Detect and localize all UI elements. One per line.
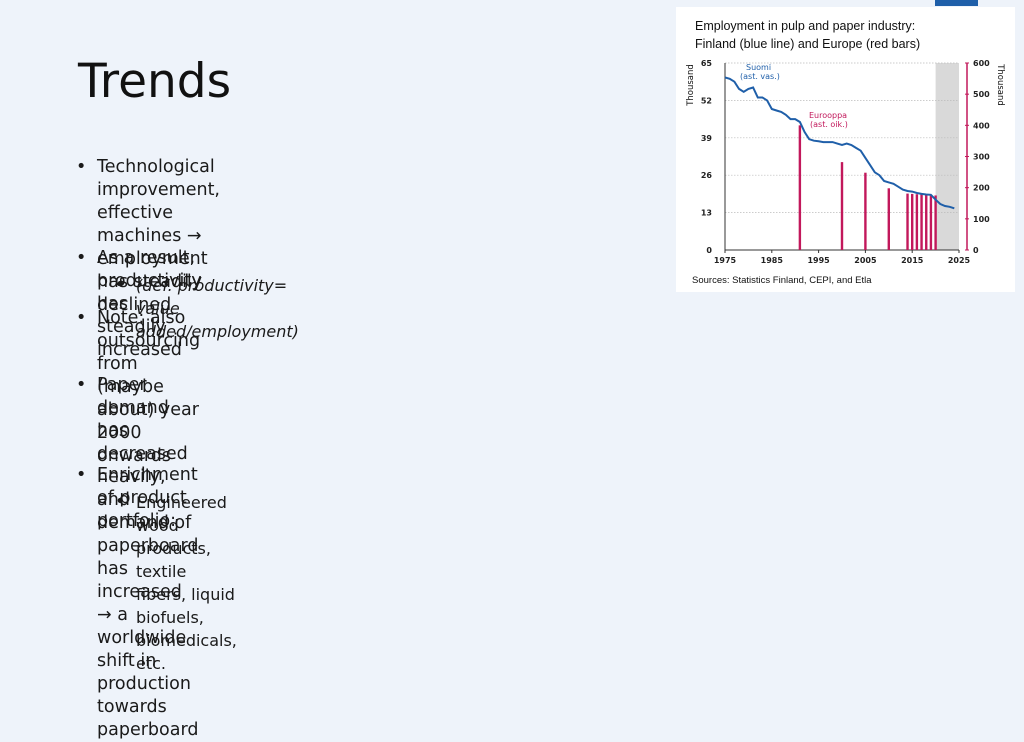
europe-bar <box>840 162 844 250</box>
x-tick-label: 1995 <box>807 256 830 265</box>
y-right-axis-label: Thousand <box>995 63 1005 106</box>
bullet-text-line: Enrichment of product portfolio: <box>97 465 198 531</box>
y-right-tick-label: 0 <box>973 246 979 255</box>
europe-bar <box>887 188 890 250</box>
y-left-tick-label: 13 <box>701 209 712 218</box>
y-left-tick-label: 0 <box>706 246 712 255</box>
chart-caption-line: Employment in pulp and paper industry: <box>695 19 916 33</box>
sub-bullet-text: (def. productivity= value added/employme… <box>136 276 299 341</box>
x-tick-label: 1975 <box>714 256 737 265</box>
y-right-tick-label: 100 <box>973 215 990 224</box>
series-label-suomi: Suomi <box>746 63 771 72</box>
series-label-eurooppa: Eurooppa <box>809 111 847 120</box>
bullet-dot: • <box>76 375 87 395</box>
y-left-tick-label: 65 <box>701 59 713 68</box>
employment-chart: 0 13 26 39 52 65 0 100 200 300 400 500 600 1975 1985 19… <box>686 59 1005 265</box>
forecast-shade <box>935 63 959 250</box>
series-sublabel-eurooppa: (ast. oik.) <box>810 120 848 129</box>
europe-bar <box>864 172 867 250</box>
europe-bar <box>915 194 919 250</box>
bullet-text-line: As a result, productivity has steadily i… <box>97 248 202 360</box>
series-sublabel-suomi: (ast. vas.) <box>740 72 780 81</box>
x-tick-label: 2015 <box>901 256 924 265</box>
europe-bar <box>929 195 933 250</box>
bullet-dot: • <box>76 308 87 328</box>
bullet-dot: • <box>76 157 87 177</box>
y-left-tick-label: 26 <box>701 171 713 180</box>
y-left-tick-label: 39 <box>701 134 713 143</box>
slide-title: Trends <box>78 54 232 109</box>
bullet-dot: • <box>115 275 126 295</box>
x-tick-label: 2005 <box>854 256 877 265</box>
x-tick-label: 2025 <box>948 256 971 265</box>
y-left-axis-label: Thousand <box>686 64 696 107</box>
europe-bar <box>906 193 909 250</box>
europe-bar <box>911 193 914 250</box>
bullet-dot: • <box>115 492 126 512</box>
y-left-tick-label: 52 <box>701 96 712 105</box>
y-right-tick-label: 400 <box>973 121 990 130</box>
accent-bar <box>935 0 978 6</box>
bullet-dot: • <box>76 465 87 485</box>
y-right-tick-label: 300 <box>973 153 990 162</box>
chart-source: Sources: Statistics Finland, CEPI, and E… <box>692 275 872 286</box>
bullet-text-line: employment has steadily declined <box>97 249 208 315</box>
bullet-text-line: Note: also outsourcing from (maybe about… <box>97 308 201 466</box>
x-tick-label: 1985 <box>761 256 784 265</box>
chart-caption: Employment in pulp and paper industry: F… <box>695 17 920 53</box>
bullet-dot: • <box>76 248 87 268</box>
finland-line <box>724 76 955 210</box>
chart-caption-line: Finland (blue line) and Europe (red bars… <box>695 37 921 51</box>
y-right-tick-label: 200 <box>973 184 990 193</box>
bullet-text-line: Technological improvement, effective mac… <box>97 157 220 246</box>
europe-bar <box>798 125 802 250</box>
europe-bar <box>920 194 923 250</box>
europe-bar <box>934 195 937 250</box>
sub-bullet-text: Engineered wood products, textile fibers… <box>136 493 237 673</box>
europe-bar <box>925 194 928 250</box>
y-right-tick-label: 600 <box>973 59 990 68</box>
chart-card: Employment in pulp and paper industry: F… <box>676 7 1015 292</box>
y-right-tick-label: 500 <box>973 90 990 99</box>
